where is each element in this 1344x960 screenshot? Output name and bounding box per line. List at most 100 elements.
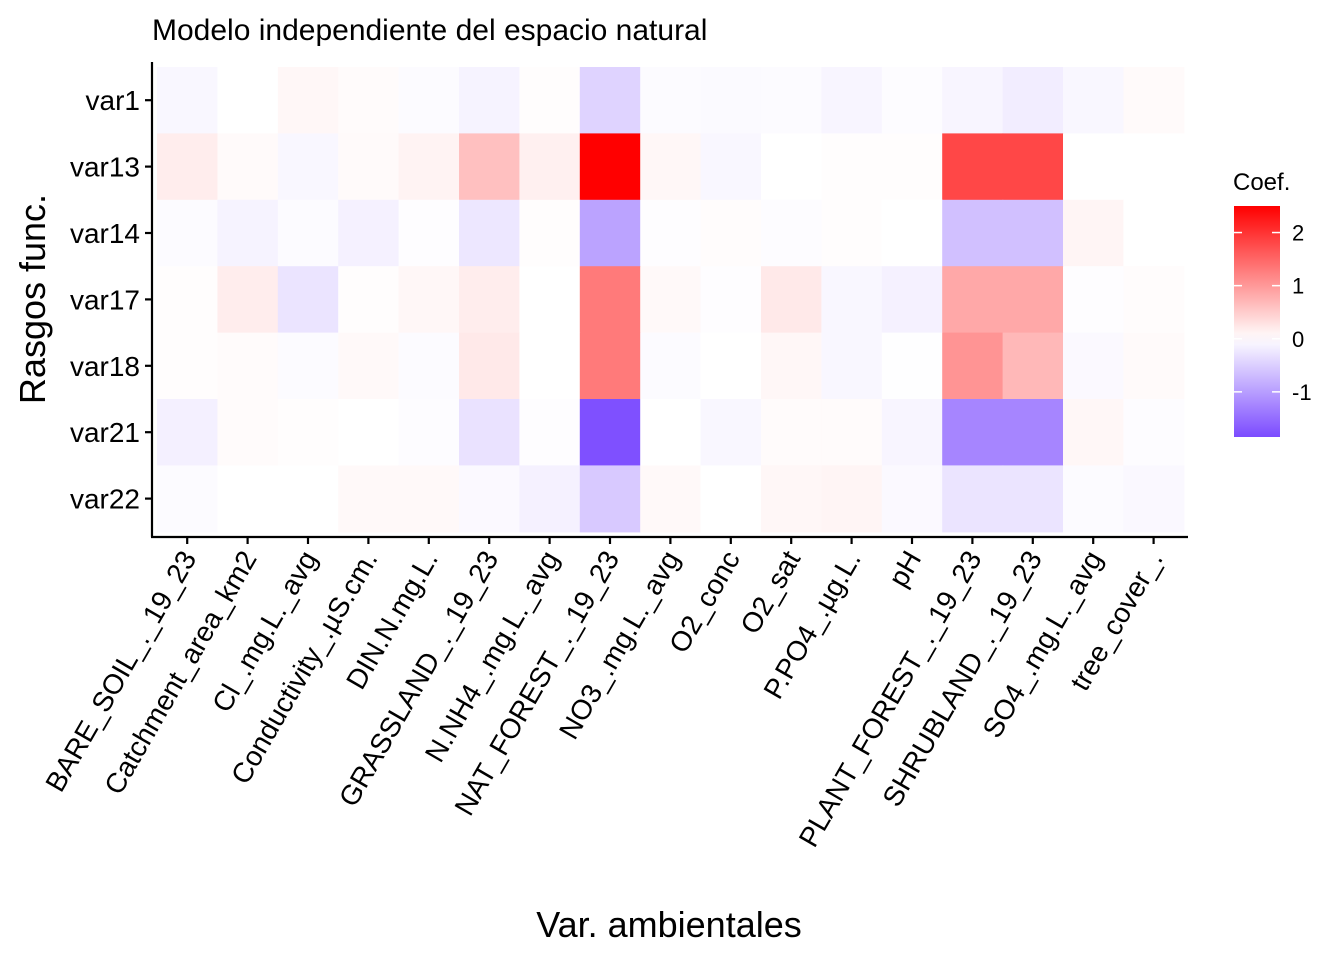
heatmap-cell-var17-10 xyxy=(761,266,822,334)
heatmap-cell-var17-3 xyxy=(338,266,400,334)
heatmap-cell-var14-14 xyxy=(1002,199,1064,267)
heatmap-cell-var17-14 xyxy=(1002,266,1064,334)
heatmap-cell-var13-7 xyxy=(579,133,641,201)
heatmap-cell-var18-1 xyxy=(217,332,279,400)
heatmap-cell-var18-0 xyxy=(157,332,218,400)
heatmap-cell-var14-2 xyxy=(277,199,339,267)
heatmap-cell-var17-15 xyxy=(1063,266,1124,334)
heatmap-cell-var14-10 xyxy=(761,199,822,267)
heatmap-cell-var1-12 xyxy=(881,67,943,134)
heatmap-cell-var21-15 xyxy=(1063,399,1124,466)
heatmap-cell-var21-7 xyxy=(579,399,641,466)
heatmap-cell-var17-2 xyxy=(277,266,339,334)
heatmap-cell-var13-2 xyxy=(277,133,339,201)
heatmap-cell-var21-2 xyxy=(277,399,339,466)
heatmap-cell-var18-14 xyxy=(1002,332,1064,400)
heatmap-cell-var22-0 xyxy=(157,465,218,533)
heatmap-cell-var18-3 xyxy=(338,332,400,400)
y-axis-title: Rasgos func. xyxy=(12,194,53,404)
heatmap-cell-var1-13 xyxy=(942,67,1004,134)
heatmap-cell-var17-6 xyxy=(519,266,581,334)
heatmap-cell-var1-16 xyxy=(1123,67,1185,134)
heatmap-cell-var18-8 xyxy=(640,332,702,400)
heatmap-cell-var1-8 xyxy=(640,67,702,134)
heatmap-cell-var1-9 xyxy=(700,67,762,134)
heatmap-cell-var22-7 xyxy=(579,465,641,533)
heatmap-cell-var22-16 xyxy=(1123,465,1185,533)
heatmap-cell-var22-3 xyxy=(338,465,400,533)
heatmap-cell-var14-4 xyxy=(398,199,460,267)
heatmap-cell-var21-10 xyxy=(761,399,822,466)
legend-color-bar xyxy=(1234,206,1280,437)
heatmap-cell-var13-10 xyxy=(761,133,822,201)
heatmap-cell-var22-6 xyxy=(519,465,581,533)
heatmap-cell-var13-0 xyxy=(157,133,218,201)
heatmap-cell-var22-2 xyxy=(277,465,339,533)
heatmap-cell-var21-3 xyxy=(338,399,400,466)
heatmap-cell-var22-12 xyxy=(881,465,943,533)
heatmap-cell-var22-5 xyxy=(459,465,520,533)
x-tick-labels: BARE_SOIL_._19_23Catchment_area_km2Cl_.m… xyxy=(39,537,1169,852)
heatmap-cell-var17-11 xyxy=(821,266,883,334)
heatmap-cell-var22-8 xyxy=(640,465,702,533)
heatmap-cell-var1-5 xyxy=(459,67,520,134)
heatmap-cell-var14-16 xyxy=(1123,199,1185,267)
heatmap-cell-var13-5 xyxy=(459,133,520,201)
y-tick-label: var1 xyxy=(86,85,140,116)
heatmap-cell-var13-13 xyxy=(942,133,1004,201)
heatmap-cell-var17-4 xyxy=(398,266,460,334)
heatmap-cell-var18-4 xyxy=(398,332,460,400)
heatmap-cell-var14-5 xyxy=(459,199,520,267)
heatmap-cell-var18-7 xyxy=(579,332,641,400)
heatmap-cell-var14-12 xyxy=(881,199,943,267)
heatmap-cell-var1-7 xyxy=(579,67,641,134)
heatmap-cell-var14-3 xyxy=(338,199,400,267)
legend-ticks: 2 1 0 -1 xyxy=(1234,221,1312,405)
y-tick-label: var21 xyxy=(70,417,140,448)
heatmap-cell-var1-2 xyxy=(277,67,339,134)
heatmap-cell-var17-16 xyxy=(1123,266,1185,334)
heatmap-cell-var17-1 xyxy=(217,266,279,334)
y-tick-labels: var1 var13 var14 var17 var18 var21 var22 xyxy=(70,85,152,515)
heatmap-cell-var22-4 xyxy=(398,465,460,533)
heatmap-cell-var17-5 xyxy=(459,266,520,334)
heatmap-cell-var1-15 xyxy=(1063,67,1124,134)
heatmap-cell-var13-6 xyxy=(519,133,581,201)
y-tick-label: var22 xyxy=(70,484,140,515)
heatmap-cell-var22-10 xyxy=(761,465,822,533)
heatmap-cell-var1-1 xyxy=(217,67,279,134)
heatmap-cell-var13-4 xyxy=(398,133,460,201)
heatmap-cell-var14-1 xyxy=(217,199,279,267)
heatmap-cell-var18-13 xyxy=(942,332,1004,400)
heatmap-cell-var21-5 xyxy=(459,399,520,466)
heatmap-cell-var13-8 xyxy=(640,133,702,201)
x-tick-label: pH xyxy=(882,546,927,593)
heatmap-cell-var13-1 xyxy=(217,133,279,201)
heatmap-cell-var17-9 xyxy=(700,266,762,334)
heatmap-cell-var14-8 xyxy=(640,199,702,267)
heatmap-cell-var13-15 xyxy=(1063,133,1124,201)
heatmap-cell-var22-14 xyxy=(1002,465,1064,533)
heatmap-cell-var18-16 xyxy=(1123,332,1185,400)
heatmap-cell-var17-0 xyxy=(157,266,218,334)
y-tick-label: var13 xyxy=(70,152,140,183)
heatmap-cell-var21-11 xyxy=(821,399,883,466)
heatmap-cell-var22-11 xyxy=(821,465,883,533)
heatmap-cell-var21-8 xyxy=(640,399,702,466)
heatmap-cell-var1-4 xyxy=(398,67,460,134)
color-legend: Coef. 2 1 0 -1 xyxy=(1233,169,1312,437)
legend-tick-label: 2 xyxy=(1292,221,1304,246)
heatmap-cell-var21-1 xyxy=(217,399,279,466)
heatmap-cell-var17-13 xyxy=(942,266,1004,334)
heatmap-cell-var21-4 xyxy=(398,399,460,466)
heatmap-cell-var13-11 xyxy=(821,133,883,201)
heatmap-cell-var1-14 xyxy=(1002,67,1064,134)
heatmap-cell-var1-0 xyxy=(157,67,218,134)
legend-tick-label: 1 xyxy=(1292,274,1304,299)
legend-tick-label: -1 xyxy=(1292,380,1312,405)
heatmap-cells xyxy=(157,67,1185,533)
heatmap-cell-var21-0 xyxy=(157,399,218,466)
y-tick-label: var18 xyxy=(70,351,140,382)
heatmap-cell-var21-6 xyxy=(519,399,581,466)
